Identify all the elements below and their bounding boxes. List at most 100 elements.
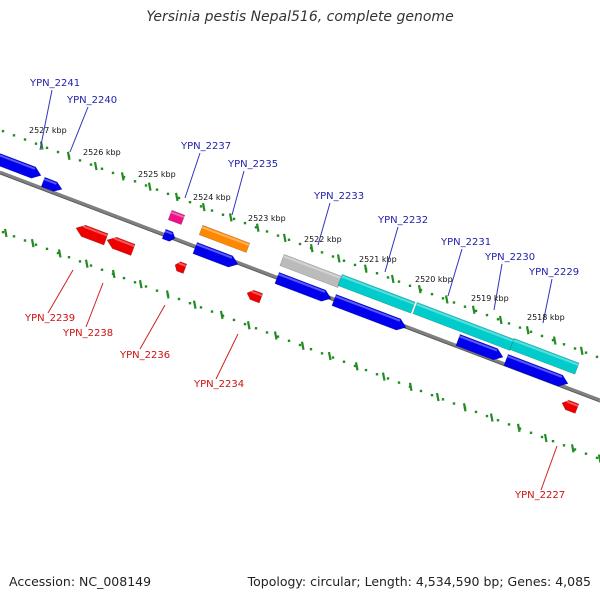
tick-dot <box>298 242 302 246</box>
tick-dot <box>353 364 357 368</box>
leader-line <box>139 304 166 350</box>
tick-dot <box>89 163 93 166</box>
tick-mark <box>138 279 143 289</box>
tick-mark <box>66 151 71 161</box>
tick-mark <box>390 274 395 284</box>
tick-dot <box>595 456 599 460</box>
tick-dot <box>1 129 5 133</box>
tick-dot <box>243 221 247 225</box>
tick-dot <box>562 444 566 447</box>
tick-dot <box>342 360 346 363</box>
tick-dot <box>441 297 445 300</box>
gene-ypn-2238 <box>106 236 136 256</box>
gene-forward-c-highlight <box>335 295 401 322</box>
tick-mark <box>147 182 152 191</box>
tick-mark <box>30 238 35 248</box>
tick-mark <box>219 310 224 320</box>
tick-dot <box>485 414 489 418</box>
tick-dot <box>221 213 225 216</box>
gene-forward-b-highlight <box>278 273 326 293</box>
gene-ypn-2232 <box>337 274 416 314</box>
tick-dot <box>375 272 379 275</box>
leader-line <box>39 89 53 151</box>
tick-mark <box>525 326 530 335</box>
tick-dot <box>298 343 302 347</box>
kbp-label: 2526 kbp <box>83 148 121 157</box>
tick-mark <box>309 243 314 253</box>
tick-mark <box>93 161 98 171</box>
kbp-label: 2525 kbp <box>138 170 176 179</box>
leader-line <box>184 152 201 199</box>
tick-dot <box>254 226 258 229</box>
tick-mark <box>282 233 287 243</box>
tick-dot <box>386 377 390 380</box>
gene-ypn-2229-highlight <box>164 230 173 235</box>
gene-forward-a <box>192 242 239 268</box>
tick-dot <box>463 305 467 308</box>
tick-dot <box>67 256 71 259</box>
tick-mark <box>84 259 89 268</box>
gene-label: YPN_2233 <box>313 191 364 202</box>
tick-dot <box>331 356 335 359</box>
tick-mark <box>552 336 557 345</box>
gene-ypn-2234 <box>246 289 264 304</box>
gene-ypn-2239-highlight <box>77 223 108 237</box>
tick-mark <box>246 321 251 330</box>
gene-ypn-2241-highlight <box>0 154 36 170</box>
tick-dot <box>254 327 258 330</box>
gene-label: YPN_2227 <box>514 490 565 501</box>
gene-ypn-2240 <box>40 176 63 192</box>
tick-dot <box>496 318 500 321</box>
tick-dot <box>89 264 93 267</box>
tick-dot <box>474 410 478 414</box>
tick-dot <box>485 313 489 317</box>
gene-ypn-2233 <box>279 254 343 288</box>
tick-dot <box>573 448 577 451</box>
genome-title: Yersinia pestis Nepal516, complete genom… <box>146 9 454 25</box>
tick-dot <box>320 352 324 355</box>
tick-dot <box>309 347 313 351</box>
gene-ypn-2227 <box>561 399 580 414</box>
tick-dot <box>441 398 445 401</box>
tick-dot <box>419 389 423 393</box>
tick-dot <box>177 297 181 301</box>
leader-line <box>384 226 399 273</box>
gene-ypn-2235-highlight <box>201 226 250 246</box>
gene-label: YPN_2236 <box>119 350 170 361</box>
tick-dot <box>34 243 38 246</box>
tick-dot <box>111 171 115 175</box>
tick-dot <box>210 209 214 212</box>
tick-mark <box>192 300 197 309</box>
tick-mark <box>174 192 179 202</box>
tick-dot <box>276 234 280 237</box>
leader-line <box>540 445 558 491</box>
tick-mark <box>444 295 449 304</box>
tick-dot <box>364 368 368 372</box>
gene-ypn-2236 <box>174 261 188 274</box>
gene-label: YPN_2235 <box>227 159 278 170</box>
leader-line <box>447 248 463 297</box>
gene-features <box>0 153 580 414</box>
gene-label: YPN_2241 <box>29 78 80 89</box>
gene-label: YPN_2239 <box>24 313 75 324</box>
tick-dot <box>584 452 588 455</box>
tick-mark <box>336 254 341 263</box>
kbp-label: 2520 kbp <box>415 275 453 284</box>
gene-ypn-2240-highlight <box>43 178 57 185</box>
tick-dot <box>518 326 522 329</box>
tick-dot <box>232 318 236 322</box>
tick-dot <box>551 439 555 443</box>
label-leaders <box>39 89 558 491</box>
tick-mark <box>300 341 305 350</box>
tick-dot <box>287 238 291 242</box>
upper-tick-track <box>1 129 599 359</box>
gene-label: YPN_2230 <box>484 252 535 263</box>
tick-dot <box>133 281 137 284</box>
tick-dot <box>452 402 456 405</box>
tick-dot <box>386 276 390 279</box>
tick-dot <box>188 201 192 204</box>
gene-ypn-2230 <box>509 338 580 375</box>
tick-dot <box>529 431 533 434</box>
kbp-label: 2519 kbp <box>471 294 509 303</box>
tick-dot <box>320 251 324 254</box>
